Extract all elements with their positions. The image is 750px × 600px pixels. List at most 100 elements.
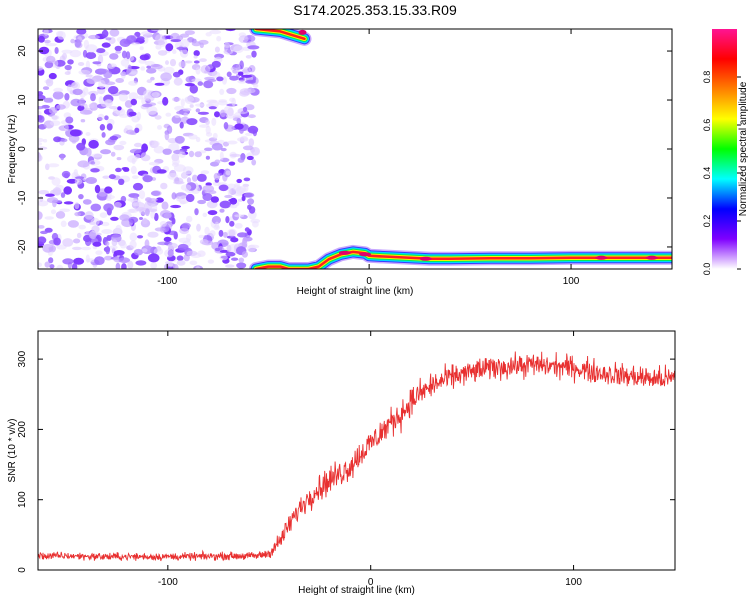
noise-speckle	[193, 60, 200, 64]
noise-speckle	[88, 230, 97, 240]
noise-speckle	[241, 74, 253, 78]
noise-speckle	[227, 187, 232, 196]
noise-speckle	[127, 155, 138, 163]
noise-speckle	[59, 208, 71, 213]
snr-x-tick-label: 100	[565, 577, 582, 588]
noise-speckle	[242, 145, 254, 151]
noise-speckle	[123, 167, 130, 172]
noise-speckle	[245, 55, 252, 59]
noise-speckle	[178, 151, 186, 158]
noise-speckle	[107, 86, 119, 95]
noise-speckle	[110, 216, 119, 221]
noise-speckle	[200, 64, 211, 74]
noise-speckle	[130, 98, 137, 106]
noise-speckle	[240, 135, 249, 142]
noise-speckle	[49, 264, 55, 269]
signal-fragment-layer	[254, 29, 306, 41]
noise-speckle	[105, 139, 116, 146]
noise-speckle	[44, 216, 54, 220]
noise-speckle	[226, 111, 233, 116]
noise-speckle	[220, 147, 227, 152]
colorbar-label: Normalized spectral amplitude	[738, 81, 749, 216]
noise-speckle	[205, 119, 210, 126]
noise-speckle	[38, 106, 45, 110]
noise-speckle	[199, 42, 204, 49]
noise-speckle	[61, 49, 73, 54]
noise-speckle	[118, 178, 125, 185]
noise-speckle	[237, 198, 244, 202]
noise-speckle	[234, 214, 245, 218]
noise-speckle	[225, 251, 236, 257]
noise-speckle	[154, 115, 162, 120]
noise-speckle	[233, 45, 244, 53]
noise-speckle	[120, 71, 127, 76]
noise-speckle	[90, 93, 96, 102]
noise-speckle	[130, 165, 137, 175]
noise-speckle	[103, 203, 114, 212]
noise-speckle	[64, 64, 72, 71]
noise-speckle	[179, 121, 184, 129]
noise-speckle	[207, 259, 215, 264]
noise-speckle	[144, 60, 155, 66]
noise-speckle	[199, 58, 207, 62]
snr-y-axis-label: SNR (10 * v/v)	[7, 419, 18, 483]
noise-speckle	[105, 245, 110, 255]
noise-speckle	[247, 114, 256, 119]
noise-speckle	[128, 216, 139, 224]
noise-speckle	[106, 196, 112, 201]
noise-speckle	[135, 260, 147, 266]
noise-speckle	[243, 185, 249, 192]
heatmap-x-axis-label: Height of straight line (km)	[297, 286, 414, 297]
noise-speckle	[234, 222, 243, 229]
noise-speckle	[90, 161, 96, 165]
noise-speckle	[48, 257, 54, 264]
noise-speckle	[241, 251, 248, 258]
heatmap-y-tick-label: -20	[17, 239, 28, 254]
noise-speckle	[74, 178, 83, 185]
noise-speckle	[247, 45, 260, 50]
noise-speckle	[57, 31, 66, 40]
noise-speckle	[186, 215, 193, 223]
noise-speckle	[214, 247, 221, 252]
noise-speckle	[151, 140, 160, 147]
noise-speckle	[225, 29, 236, 32]
noise-speckle	[163, 236, 172, 242]
noise-speckle	[244, 227, 250, 232]
noise-speckle	[209, 230, 216, 237]
noise-speckle	[141, 143, 149, 153]
noise-speckle	[197, 111, 209, 115]
noise-speckle	[216, 35, 222, 42]
noise-speckle	[193, 55, 198, 59]
noise-speckle	[182, 166, 194, 175]
noise-speckle	[85, 51, 97, 60]
noise-speckle	[136, 235, 144, 239]
colorbar-tick-label: 0.2	[702, 215, 712, 228]
noise-speckle	[74, 212, 81, 217]
noise-speckle	[238, 257, 245, 263]
noise-speckle	[247, 204, 252, 210]
noise-speckle	[197, 199, 207, 205]
noise-speckle	[160, 182, 168, 190]
noise-speckle	[189, 260, 198, 266]
noise-speckle	[42, 244, 53, 248]
snr-y-tick-label: 0	[17, 567, 28, 573]
noise-speckle	[99, 124, 106, 131]
noise-speckle	[150, 29, 163, 32]
noise-speckle	[186, 177, 192, 184]
noise-speckle	[154, 212, 159, 222]
noise-speckle	[72, 88, 83, 96]
noise-speckle	[176, 110, 186, 115]
noise-speckle	[224, 194, 233, 199]
noise-speckle	[214, 46, 220, 53]
figure-title: S174.2025.353.15.33.R09	[293, 2, 457, 18]
noise-speckle	[219, 254, 228, 261]
noise-speckle	[65, 116, 74, 124]
noise-speckle	[225, 216, 230, 224]
noise-speckle	[101, 229, 113, 234]
noise-speckle	[157, 125, 162, 130]
noise-speckle	[172, 264, 179, 269]
noise-speckle	[236, 262, 247, 269]
noise-speckle	[77, 62, 85, 66]
noise-speckle	[185, 193, 195, 203]
noise-speckle	[177, 243, 189, 251]
